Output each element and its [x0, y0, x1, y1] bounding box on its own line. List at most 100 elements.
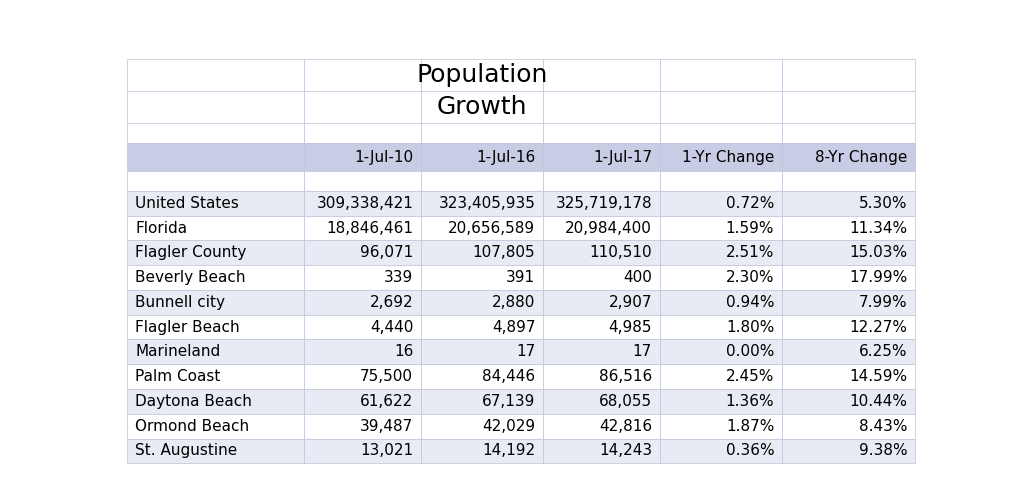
Text: 14,192: 14,192: [482, 443, 535, 459]
Bar: [421, 265, 543, 290]
Text: 0.94%: 0.94%: [726, 295, 774, 310]
Bar: [127, 123, 304, 143]
Bar: [421, 59, 543, 91]
Text: United States: United States: [135, 196, 239, 211]
Bar: [421, 123, 543, 143]
Text: 1.80%: 1.80%: [726, 320, 774, 334]
Text: 0.36%: 0.36%: [725, 443, 774, 459]
Bar: [660, 123, 782, 143]
Bar: [543, 143, 660, 171]
Bar: [660, 216, 782, 241]
Text: 5.30%: 5.30%: [859, 196, 907, 211]
Bar: [127, 389, 304, 414]
Bar: [782, 265, 915, 290]
Bar: [421, 290, 543, 315]
Bar: [304, 241, 421, 265]
Text: Flagler County: Flagler County: [135, 246, 246, 260]
Text: 2.30%: 2.30%: [726, 270, 774, 285]
Text: 1-Jul-17: 1-Jul-17: [593, 150, 652, 164]
Bar: [127, 191, 304, 216]
Text: 339: 339: [384, 270, 413, 285]
Text: 0.72%: 0.72%: [726, 196, 774, 211]
Text: Flagler Beach: Flagler Beach: [135, 320, 240, 334]
Bar: [660, 389, 782, 414]
Bar: [543, 241, 660, 265]
Bar: [304, 59, 421, 91]
Bar: [660, 315, 782, 339]
Text: 15.03%: 15.03%: [849, 246, 907, 260]
Text: 14,243: 14,243: [599, 443, 652, 459]
Bar: [304, 191, 421, 216]
Bar: [543, 389, 660, 414]
Bar: [304, 143, 421, 171]
Bar: [421, 143, 543, 171]
Bar: [421, 315, 543, 339]
Text: 0.00%: 0.00%: [726, 344, 774, 359]
Text: 4,897: 4,897: [492, 320, 535, 334]
Bar: [660, 59, 782, 91]
Text: St. Augustine: St. Augustine: [135, 443, 237, 459]
Text: 6.25%: 6.25%: [859, 344, 907, 359]
Text: 14.59%: 14.59%: [849, 369, 907, 384]
Text: 61,622: 61,622: [360, 394, 413, 409]
Bar: [421, 438, 543, 464]
Text: Population: Population: [417, 63, 548, 87]
Text: 400: 400: [623, 270, 652, 285]
Bar: [127, 143, 304, 171]
Bar: [782, 315, 915, 339]
Text: 39,487: 39,487: [360, 419, 413, 434]
Bar: [127, 438, 304, 464]
Text: 96,071: 96,071: [360, 246, 413, 260]
Text: Florida: Florida: [135, 220, 187, 236]
Text: Ormond Beach: Ormond Beach: [135, 419, 249, 434]
Text: Marineland: Marineland: [135, 344, 221, 359]
Text: 107,805: 107,805: [473, 246, 535, 260]
Text: 9.38%: 9.38%: [858, 443, 907, 459]
Bar: [304, 414, 421, 438]
Text: 110,510: 110,510: [590, 246, 652, 260]
Bar: [421, 339, 543, 364]
Bar: [304, 315, 421, 339]
Text: 2.51%: 2.51%: [726, 246, 774, 260]
Text: 20,656,589: 20,656,589: [448, 220, 535, 236]
Bar: [127, 59, 304, 91]
Bar: [304, 290, 421, 315]
Bar: [127, 241, 304, 265]
Text: 2,880: 2,880: [492, 295, 535, 310]
Bar: [543, 438, 660, 464]
Bar: [660, 414, 782, 438]
Text: 17: 17: [633, 344, 652, 359]
Text: 8-Yr Change: 8-Yr Change: [815, 150, 907, 164]
Bar: [543, 123, 660, 143]
Bar: [127, 171, 304, 191]
Text: 4,985: 4,985: [608, 320, 652, 334]
Bar: [421, 191, 543, 216]
Bar: [304, 265, 421, 290]
Text: 17: 17: [517, 344, 535, 359]
Bar: [127, 339, 304, 364]
Text: 2,692: 2,692: [369, 295, 413, 310]
Bar: [421, 171, 543, 191]
Text: 391: 391: [506, 270, 535, 285]
Bar: [304, 438, 421, 464]
Text: Beverly Beach: Beverly Beach: [135, 270, 245, 285]
Text: 17.99%: 17.99%: [849, 270, 907, 285]
Bar: [421, 389, 543, 414]
Bar: [543, 414, 660, 438]
Bar: [782, 290, 915, 315]
Bar: [304, 216, 421, 241]
Bar: [660, 265, 782, 290]
Text: 67,139: 67,139: [482, 394, 535, 409]
Bar: [782, 216, 915, 241]
Bar: [660, 143, 782, 171]
Bar: [543, 364, 660, 389]
Text: 325,719,178: 325,719,178: [555, 196, 652, 211]
Text: Bunnell city: Bunnell city: [135, 295, 225, 310]
Text: 1-Yr Change: 1-Yr Change: [681, 150, 774, 164]
Bar: [660, 438, 782, 464]
Text: 8.43%: 8.43%: [859, 419, 907, 434]
Bar: [660, 290, 782, 315]
Bar: [421, 91, 543, 123]
Text: 18,846,461: 18,846,461: [326, 220, 413, 236]
Bar: [782, 191, 915, 216]
